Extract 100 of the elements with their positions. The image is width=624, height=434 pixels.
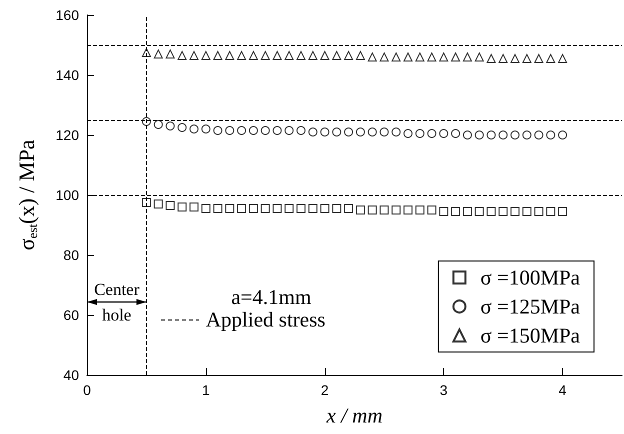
point	[178, 123, 187, 132]
point	[439, 129, 448, 138]
point	[154, 200, 163, 208]
point	[166, 50, 175, 58]
y-axis-title: σest(x) / MPa	[14, 139, 40, 250]
point	[451, 52, 460, 62]
point	[356, 128, 365, 136]
legend-label: σ =125MPa	[480, 294, 581, 318]
point	[320, 128, 330, 136]
point	[237, 51, 246, 60]
point	[248, 204, 258, 213]
point	[474, 52, 484, 62]
point	[392, 206, 401, 214]
point	[308, 204, 318, 213]
annotation: Center hole	[94, 280, 140, 324]
point	[546, 54, 556, 63]
point	[190, 51, 198, 60]
point	[368, 128, 377, 136]
point	[451, 129, 460, 138]
point	[248, 51, 258, 60]
y-tick-label: 160	[56, 7, 80, 23]
point	[332, 204, 342, 213]
point	[546, 207, 556, 216]
point	[344, 51, 354, 60]
point	[404, 129, 412, 138]
annotation: Applied stress	[206, 308, 326, 332]
point	[534, 130, 544, 140]
point	[534, 54, 544, 63]
point	[154, 120, 163, 129]
point	[510, 130, 520, 140]
point	[486, 130, 496, 140]
point	[320, 204, 330, 213]
point	[272, 51, 282, 60]
point	[415, 206, 424, 214]
point	[356, 206, 365, 214]
point	[308, 51, 318, 60]
point	[296, 126, 306, 135]
point	[166, 201, 175, 210]
point	[534, 207, 544, 216]
point	[237, 126, 246, 135]
point	[332, 128, 342, 136]
point	[510, 54, 520, 63]
point	[213, 204, 222, 213]
point	[558, 130, 568, 140]
x-tick-label: 1	[202, 382, 210, 398]
point	[260, 126, 270, 135]
point	[190, 202, 198, 212]
point	[272, 204, 282, 213]
legend-label: σ =150MPa	[480, 324, 581, 348]
point	[201, 204, 210, 213]
point	[332, 51, 342, 60]
point	[296, 51, 306, 60]
point	[356, 51, 365, 60]
point	[201, 51, 210, 60]
point	[498, 54, 508, 63]
y-tick-label: 100	[56, 187, 80, 203]
point	[344, 128, 354, 136]
legend-label: σ =100MPa	[480, 266, 581, 290]
point	[451, 207, 460, 216]
y-tick-label: 120	[56, 127, 80, 143]
point	[522, 207, 532, 216]
point	[190, 124, 198, 134]
point	[427, 129, 436, 138]
point	[284, 126, 294, 135]
point	[498, 130, 508, 140]
point	[142, 198, 151, 207]
point	[392, 52, 401, 62]
point	[558, 207, 568, 216]
point	[462, 130, 472, 140]
point	[213, 51, 222, 60]
point	[498, 207, 508, 216]
point	[248, 126, 258, 135]
y-tick-label: 80	[63, 247, 80, 263]
y-tick-label: 140	[56, 67, 80, 83]
x-tick-label: 4	[558, 382, 567, 398]
point	[486, 54, 496, 63]
point	[380, 52, 389, 62]
point	[380, 206, 389, 214]
x-tick-label: 2	[320, 382, 329, 398]
point	[510, 207, 520, 216]
y-tick-label: 60	[63, 307, 80, 323]
x-axis-title: x / mm	[326, 404, 382, 428]
annotation: a=4.1mm	[231, 285, 312, 309]
point	[320, 51, 330, 60]
point	[260, 51, 270, 60]
point	[154, 50, 163, 58]
point	[213, 126, 222, 135]
point	[486, 207, 496, 216]
point	[225, 51, 234, 60]
point	[474, 207, 484, 216]
point	[404, 52, 412, 62]
point	[427, 52, 436, 62]
point	[344, 204, 354, 213]
point	[439, 207, 448, 216]
point	[415, 129, 424, 138]
point	[225, 126, 234, 135]
point	[522, 54, 532, 63]
point	[439, 52, 448, 62]
point	[260, 204, 270, 213]
point	[546, 130, 556, 140]
